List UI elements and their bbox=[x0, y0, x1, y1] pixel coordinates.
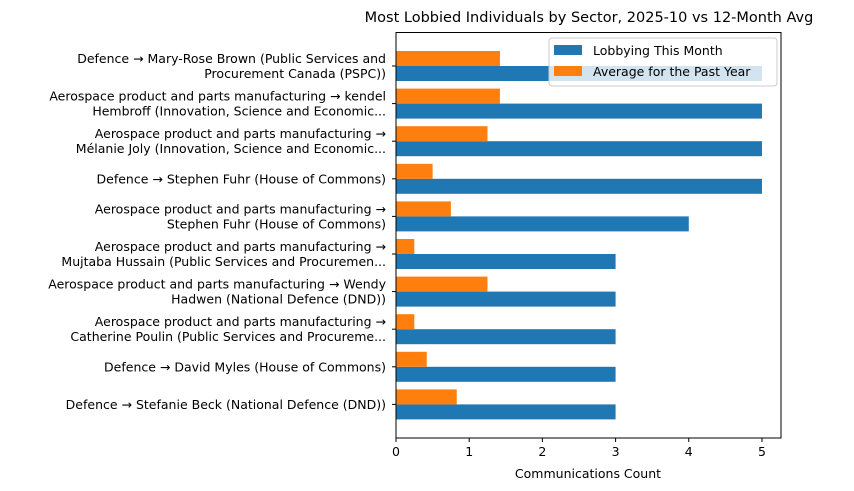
y-tick-label: Aerospace product and parts manufacturin… bbox=[49, 89, 386, 104]
bar-past-year-avg bbox=[396, 389, 457, 405]
legend-label-this-month: Lobbying This Month bbox=[593, 43, 723, 58]
bar-this-month bbox=[396, 141, 762, 157]
legend-swatch-this-month bbox=[554, 45, 582, 55]
y-tick-label: Mélanie Joly (Innovation, Science and Ec… bbox=[76, 141, 386, 156]
bar-past-year-avg bbox=[396, 276, 488, 292]
legend: Lobbying This Month Average for the Past… bbox=[548, 37, 778, 87]
y-tick-label: Aerospace product and parts manufacturin… bbox=[95, 314, 386, 329]
y-tick-label: Defence → Mary-Rose Brown (Public Servic… bbox=[77, 51, 386, 66]
bar-past-year-avg bbox=[396, 126, 488, 142]
bar-this-month bbox=[396, 254, 616, 269]
bar-past-year-avg bbox=[396, 51, 500, 66]
bar-this-month bbox=[396, 103, 762, 119]
bars-group bbox=[396, 51, 762, 420]
y-tick-label: Stephen Fuhr (House of Commons) bbox=[167, 216, 386, 231]
bar-past-year-avg bbox=[396, 163, 433, 179]
y-tick-label: Catherine Poulin (Public Services and Pr… bbox=[70, 329, 386, 344]
y-tick-label: Hadwen (National Defence (DND)) bbox=[171, 292, 386, 307]
x-tick-label: 3 bbox=[612, 444, 620, 459]
legend-box bbox=[548, 37, 778, 87]
bar-this-month bbox=[396, 329, 616, 345]
bar-past-year-avg bbox=[396, 351, 427, 367]
y-tick-label: Aerospace product and parts manufacturin… bbox=[48, 277, 386, 292]
y-tick-label: Procurement Canada (PSPC)) bbox=[204, 66, 386, 81]
bar-this-month bbox=[396, 366, 616, 382]
chart-title: Most Lobbied Individuals by Sector, 2025… bbox=[365, 10, 814, 26]
legend-swatch-past-year bbox=[554, 66, 582, 76]
bar-this-month bbox=[396, 178, 762, 194]
x-axis-label: Communications Count bbox=[515, 466, 661, 481]
x-tick-label: 2 bbox=[538, 444, 546, 459]
bar-this-month bbox=[396, 216, 689, 232]
legend-label-past-year: Average for the Past Year bbox=[593, 64, 751, 79]
bar-past-year-avg bbox=[396, 88, 500, 104]
bar-past-year-avg bbox=[396, 239, 415, 254]
x-tick-label: 4 bbox=[685, 444, 693, 459]
y-tick-label: Aerospace product and parts manufacturin… bbox=[95, 201, 386, 216]
y-tick-label: Defence → David Myles (House of Commons) bbox=[104, 359, 386, 374]
bar-past-year-avg bbox=[396, 201, 451, 217]
x-tick-label: 0 bbox=[392, 444, 400, 459]
bar-past-year-avg bbox=[396, 314, 415, 330]
y-tick-labels: Defence → Mary-Rose Brown (Public Servic… bbox=[48, 51, 396, 412]
y-tick-label: Defence → Stephen Fuhr (House of Commons… bbox=[97, 171, 386, 186]
axes-frame bbox=[395, 32, 782, 439]
x-ticks: 0 1 2 3 4 5 bbox=[392, 438, 766, 459]
bar-this-month bbox=[396, 291, 616, 307]
x-tick-label: 1 bbox=[465, 444, 473, 459]
y-tick-label: Defence → Stefanie Beck (National Defenc… bbox=[66, 397, 386, 412]
bar-this-month bbox=[396, 404, 616, 420]
y-tick-label: Aerospace product and parts manufacturin… bbox=[95, 239, 386, 254]
x-tick-label: 5 bbox=[758, 444, 766, 459]
y-tick-label: Hembroff (Innovation, Science and Econom… bbox=[92, 104, 386, 119]
y-tick-label: Mujtaba Hussain (Public Services and Pro… bbox=[61, 254, 386, 269]
y-tick-label: Aerospace product and parts manufacturin… bbox=[95, 126, 386, 141]
